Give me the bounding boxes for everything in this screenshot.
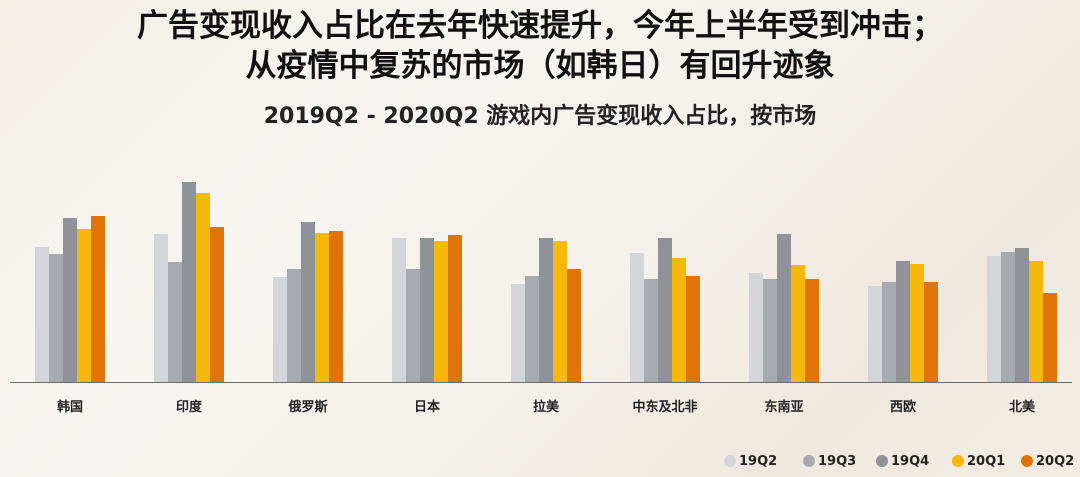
bar-19Q3 <box>644 279 658 382</box>
headline-line-2: 从疫情中复苏的市场（如韩日）有回升迹象 <box>245 48 835 84</box>
bar-19Q2 <box>749 273 763 382</box>
bar-20Q1 <box>196 193 210 382</box>
bar-20Q2 <box>805 279 819 382</box>
bar-20Q2 <box>91 216 105 382</box>
bar-20Q1 <box>791 265 805 382</box>
legend-item-20Q1: 20Q1 <box>952 454 1005 469</box>
bar-19Q4 <box>301 222 315 382</box>
category-label: 西欧 <box>889 400 916 415</box>
legend-item-19Q2: 19Q2 <box>724 454 777 469</box>
bar-20Q2 <box>686 276 700 382</box>
legend-swatch-icon <box>803 455 815 467</box>
bar-19Q3 <box>168 262 182 382</box>
bar-19Q2 <box>630 253 644 382</box>
bar-20Q2 <box>1043 293 1057 382</box>
bar-19Q2 <box>511 284 525 382</box>
bar-20Q1 <box>910 264 924 382</box>
bar-19Q3 <box>49 254 63 382</box>
legend-label: 20Q2 <box>1036 453 1075 469</box>
bar-20Q2 <box>448 235 462 382</box>
headline-line-1: 广告变现收入占比在去年快速提升，今年上半年受到冲击； <box>137 8 943 44</box>
legend-swatch-icon <box>1021 455 1033 467</box>
legend-item-19Q3: 19Q3 <box>803 454 856 469</box>
chart-legend: 19Q2 19Q3 19Q4 20Q1 20Q2 <box>724 451 1074 471</box>
category-label: 俄罗斯 <box>288 400 328 415</box>
category-label: 日本 <box>413 400 440 415</box>
bar-19Q3 <box>406 269 420 382</box>
bar-20Q1 <box>77 229 91 382</box>
legend-item-19Q4: 19Q4 <box>876 454 929 469</box>
bar-19Q4 <box>777 234 791 382</box>
bar-19Q4 <box>63 218 77 382</box>
category-label: 北美 <box>1008 400 1035 415</box>
legend-label: 20Q1 <box>967 453 1006 469</box>
bar-20Q2 <box>210 227 224 382</box>
bar-19Q3 <box>882 282 896 382</box>
bar-20Q1 <box>553 241 567 382</box>
legend-swatch-icon <box>724 455 736 467</box>
category-label: 拉美 <box>532 400 559 415</box>
bar-20Q1 <box>315 233 329 382</box>
bar-19Q4 <box>420 238 434 382</box>
category-label: 中东及北非 <box>632 400 698 415</box>
bar-19Q2 <box>273 277 287 382</box>
bar-20Q2 <box>329 231 343 382</box>
x-axis-baseline <box>10 382 1072 383</box>
legend-item-20Q2: 20Q2 <box>1021 454 1074 469</box>
bar-19Q3 <box>525 276 539 382</box>
legend-swatch-icon <box>876 455 888 467</box>
bar-20Q1 <box>434 241 448 382</box>
bar-20Q1 <box>672 258 686 382</box>
bar-19Q4 <box>896 261 910 382</box>
legend-label: 19Q3 <box>818 453 857 469</box>
bar-19Q2 <box>987 256 1001 382</box>
bar-20Q2 <box>924 282 938 382</box>
bar-19Q3 <box>1001 252 1015 382</box>
category-label: 韩国 <box>56 400 83 415</box>
bar-20Q2 <box>567 269 581 382</box>
bar-19Q3 <box>287 269 301 382</box>
bar-19Q3 <box>763 279 777 382</box>
bar-19Q2 <box>154 234 168 382</box>
category-label: 印度 <box>175 400 202 415</box>
legend-swatch-icon <box>952 455 964 467</box>
bar-19Q2 <box>392 238 406 382</box>
bar-19Q4 <box>658 238 672 382</box>
bar-19Q4 <box>1015 248 1029 382</box>
bar-19Q2 <box>868 286 882 382</box>
bar-20Q1 <box>1029 261 1043 382</box>
bar-19Q4 <box>539 238 553 382</box>
legend-label: 19Q4 <box>891 453 930 469</box>
bar-19Q2 <box>35 247 49 382</box>
legend-label: 19Q2 <box>739 453 778 469</box>
chart-subtitle: 2019Q2 - 2020Q2 游戏内广告变现收入占比，按市场 <box>263 104 817 129</box>
bar-19Q4 <box>182 182 196 382</box>
category-label: 东南亚 <box>764 400 804 415</box>
